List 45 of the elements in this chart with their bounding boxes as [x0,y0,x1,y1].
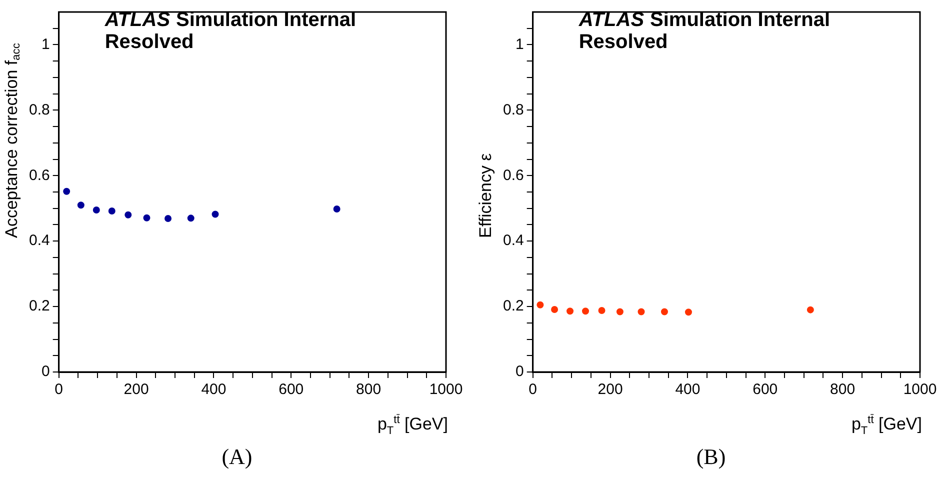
annotation: ATLAS [104,9,171,31]
point [77,202,84,209]
y-tick-label: 0.4 [28,232,50,250]
annotation: Simulation Internal [176,9,356,31]
y-tick-label: 0.6 [28,166,50,184]
x-tick-label: 0 [528,381,538,398]
annotation: Resolved [578,31,668,53]
y-tick-label: 0.8 [28,101,50,118]
x-axis-title: p$_{T}$$^{tt̄}$ [GeV] [377,414,448,438]
x-tick-label: 1000 [903,381,937,398]
annotation: Simulation Internal [650,9,830,31]
y-tick-label: 0.4 [502,232,524,250]
y-tick-label: 0 [516,363,524,380]
point [63,188,70,195]
x-tick-label: 800 [830,381,856,398]
x-tick-label: 600 [278,381,304,398]
point [143,214,150,222]
point [212,210,219,218]
y-tick-label: 0.2 [28,298,50,315]
x-tick-label: 800 [356,381,382,398]
point [108,207,116,214]
y-tick-label: 1 [42,36,50,53]
x-tick-label: 600 [752,381,778,398]
y-tick-label: 1 [516,36,524,53]
y-tick-label: 0.2 [502,298,524,315]
y-tick-label: 0.6 [502,166,524,184]
x-tick-label: 200 [124,381,149,398]
x-tick-label: 0 [54,381,64,398]
point [124,211,132,218]
text: (B) [695,444,727,470]
x-axis-title: p$_{T}$$^{tt̄}$ [GeV] [851,414,922,438]
y-tick-label: 0.8 [502,101,524,118]
annotation: Resolved [104,31,194,53]
x-tick-label: 400 [201,381,226,398]
y-axis-title: Efficiency ε [476,152,496,238]
point [164,215,172,222]
x-tick-label: 200 [598,381,623,398]
annotation: ATLAS [578,9,645,31]
x-tick-label: 400 [675,381,700,398]
point [92,206,100,214]
y-tick-label: 0 [42,363,50,380]
point [333,206,340,213]
text: (A) [220,444,254,470]
x-tick-label: 1000 [429,381,463,398]
point [187,214,194,222]
